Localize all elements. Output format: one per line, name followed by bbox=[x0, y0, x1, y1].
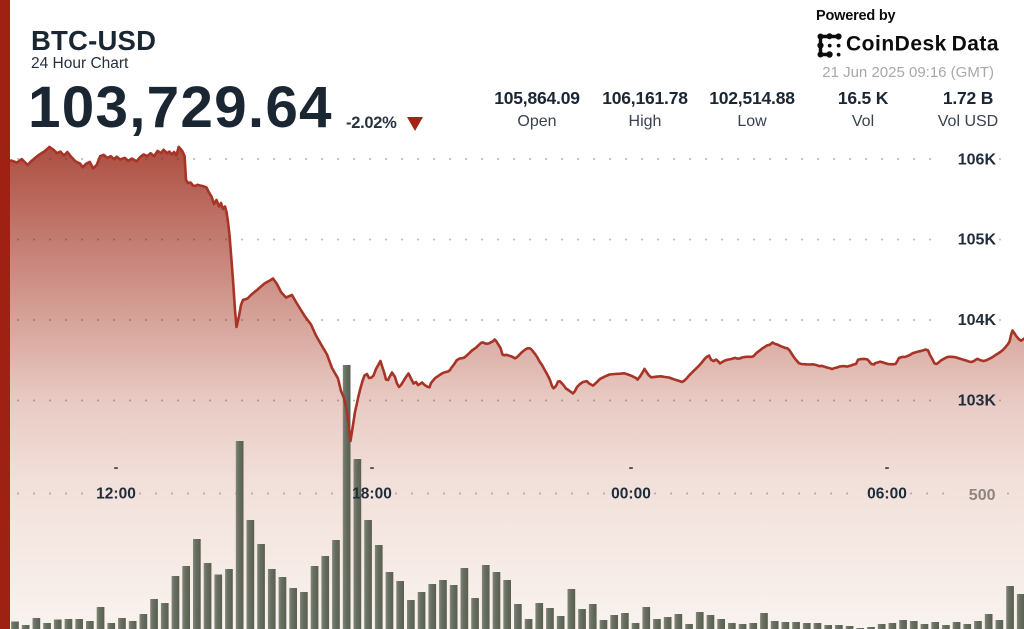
svg-text:12:00: 12:00 bbox=[96, 486, 136, 503]
svg-text:500: 500 bbox=[969, 487, 996, 504]
svg-text:104K: 104K bbox=[958, 312, 997, 329]
svg-text:CoinDesk Data: CoinDesk Data bbox=[846, 33, 999, 56]
svg-text:105K: 105K bbox=[958, 232, 997, 249]
svg-text:103K: 103K bbox=[958, 393, 997, 410]
svg-text:18:00: 18:00 bbox=[352, 486, 392, 503]
svg-text:106K: 106K bbox=[958, 152, 997, 169]
svg-text:00:00: 00:00 bbox=[611, 486, 651, 503]
svg-text:06:00: 06:00 bbox=[867, 486, 907, 503]
